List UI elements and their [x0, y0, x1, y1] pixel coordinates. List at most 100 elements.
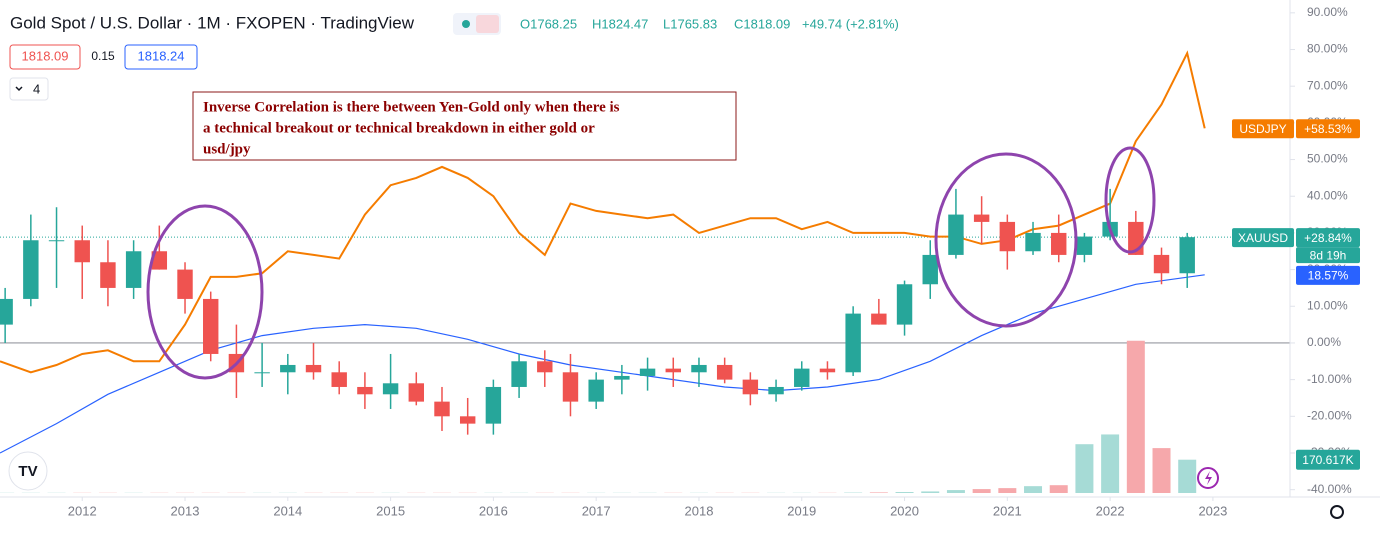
x-tick-label: 2021	[993, 503, 1022, 518]
y-tick-label: -40.00%	[1307, 482, 1352, 496]
bid-price: 1818.09	[22, 48, 69, 63]
ohlc-open: O1768.25	[520, 16, 577, 31]
x-tick-label: 2012	[68, 503, 97, 518]
series-name-label-bg	[1232, 119, 1294, 139]
symbol-last-label: +28.84%	[1304, 231, 1352, 245]
x-tick-label: 2020	[890, 503, 919, 518]
highlight-ellipse	[1104, 146, 1156, 254]
candle-body	[1153, 254, 1170, 274]
candle-body	[305, 364, 322, 373]
volume-bar	[1049, 485, 1068, 493]
indicator-count: 4	[33, 81, 40, 96]
volume-last-label-bg	[1296, 449, 1360, 470]
volume-bar	[1152, 448, 1171, 493]
volume-bar	[921, 491, 940, 493]
candle-body	[203, 298, 219, 354]
status-dot	[462, 20, 470, 28]
spread: 0.15	[91, 49, 115, 63]
candle-body	[845, 313, 861, 373]
candle-body	[999, 221, 1016, 252]
candle-body	[48, 240, 65, 242]
volume-bar	[998, 488, 1017, 493]
candle-body	[125, 251, 142, 288]
ohlc-high: H1824.47	[592, 16, 648, 31]
annotation-text: usd/jpy	[203, 141, 251, 157]
volume-bar	[1178, 459, 1197, 493]
candle-body	[74, 240, 90, 263]
x-tick-label: 2016	[479, 503, 508, 518]
candle-body	[537, 361, 553, 373]
candle-body	[691, 364, 707, 373]
candle-body	[151, 251, 168, 270]
volume-bar	[972, 489, 991, 493]
candle-body	[254, 372, 270, 374]
candle-body	[665, 368, 681, 373]
bar-countdown: 8d 19h	[1310, 248, 1347, 262]
ask-price: 1818.24	[138, 48, 185, 63]
candle-body	[1025, 232, 1041, 252]
bar-countdown-bg	[1296, 247, 1360, 264]
ma-last-label: 18.57%	[1308, 269, 1349, 283]
candle-body	[819, 368, 836, 373]
highlight-ellipse	[934, 152, 1078, 328]
series-last-label: +58.53%	[1304, 122, 1352, 136]
buy-button[interactable]	[124, 44, 198, 70]
volume-bar	[869, 492, 888, 493]
x-tick-label: 2014	[273, 503, 302, 518]
candle-body	[562, 372, 579, 402]
candle-body	[280, 364, 296, 373]
symbol-name-label: XAUUSD	[1238, 231, 1288, 245]
x-tick-label: 2017	[582, 503, 611, 518]
candle-body	[794, 368, 810, 387]
x-tick-label: 2022	[1096, 503, 1125, 518]
svg-text:TV: TV	[18, 463, 37, 480]
y-tick-label: -10.00%	[1307, 372, 1352, 386]
candle-body	[973, 214, 990, 222]
settings-icon[interactable]	[1330, 505, 1344, 519]
volume-bar	[1075, 444, 1094, 493]
ohlc-change: +49.74 (+2.81%)	[802, 16, 899, 31]
candle-body	[511, 361, 527, 387]
candle-body	[485, 386, 502, 424]
highlight-ellipse	[146, 204, 264, 380]
series-last-label-bg	[1296, 119, 1360, 139]
x-tick-label: 2023	[1198, 503, 1227, 518]
chart-title: Gold Spot / U.S. Dollar · 1M · FXOPEN · …	[10, 13, 415, 32]
tv-logo: TV	[8, 451, 48, 491]
lightning-glyph	[1205, 471, 1212, 485]
candle-body	[588, 379, 604, 402]
candle-body	[768, 386, 784, 395]
y-tick-label: 90.00%	[1307, 5, 1348, 19]
candle-body	[1076, 236, 1093, 255]
y-tick-label: -20.00%	[1307, 408, 1352, 422]
x-tick-label: 2019	[787, 503, 816, 518]
ma-last-label-bg	[1296, 265, 1360, 285]
candle-body	[639, 368, 656, 376]
chevron-icon	[15, 86, 23, 92]
y-tick-label: 40.00%	[1307, 188, 1348, 202]
series-line	[0, 274, 1205, 454]
candle-body	[871, 313, 887, 325]
candle-body	[331, 372, 347, 387]
annotation-text: a technical breakout or technical breakd…	[203, 120, 595, 136]
y-tick-label: 50.00%	[1307, 152, 1348, 166]
volume-bar	[1101, 434, 1120, 493]
symbol-last-label-bg	[1296, 228, 1360, 248]
sell-button[interactable]	[9, 44, 81, 70]
annotation-box	[192, 91, 737, 161]
volume-bar	[946, 490, 965, 493]
candle-body	[23, 240, 39, 299]
x-tick-label: 2015	[376, 503, 405, 518]
candle-body	[1179, 237, 1195, 274]
volume-bar	[1024, 486, 1043, 493]
indicators-toggle[interactable]	[9, 77, 49, 101]
symbol-name-label-bg	[1232, 228, 1294, 248]
candle-body	[716, 364, 733, 380]
candle-body	[0, 298, 13, 325]
y-tick-label: 10.00%	[1307, 298, 1348, 312]
y-tick-label: 80.00%	[1307, 42, 1348, 56]
volume-bar	[1126, 340, 1145, 493]
candle-body	[100, 262, 116, 288]
candle-body	[1051, 232, 1067, 255]
